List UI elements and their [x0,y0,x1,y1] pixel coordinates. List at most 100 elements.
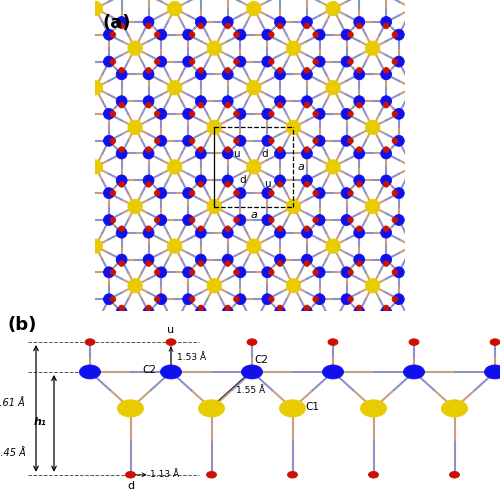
Circle shape [104,29,115,40]
Circle shape [118,400,144,417]
Circle shape [146,305,152,311]
Text: a: a [250,211,258,220]
Circle shape [348,190,354,196]
Text: h₂=3.61 Å: h₂=3.61 Å [0,398,25,409]
Circle shape [384,23,389,29]
Circle shape [302,227,312,238]
Circle shape [104,136,115,146]
Circle shape [104,108,115,119]
Circle shape [268,190,274,196]
Circle shape [182,214,194,225]
Circle shape [356,147,362,152]
Circle shape [110,32,116,37]
Circle shape [146,68,152,73]
Circle shape [116,227,127,238]
Circle shape [314,214,325,225]
Circle shape [313,217,318,223]
Circle shape [450,471,460,478]
Circle shape [146,181,152,187]
Circle shape [394,188,404,199]
Circle shape [182,188,194,199]
Circle shape [274,254,285,265]
Circle shape [104,214,115,225]
Circle shape [225,261,230,266]
Circle shape [348,111,354,117]
Circle shape [277,23,283,29]
Circle shape [490,339,500,346]
Circle shape [268,32,274,37]
Circle shape [409,339,419,346]
Circle shape [262,56,273,67]
Circle shape [182,56,194,67]
Circle shape [143,148,154,159]
Circle shape [262,136,273,146]
Text: u: u [168,325,174,335]
Circle shape [196,254,206,265]
Circle shape [366,199,380,213]
Circle shape [234,138,239,143]
Text: u: u [234,149,240,159]
Circle shape [302,254,312,265]
Circle shape [392,296,398,302]
Circle shape [366,279,380,293]
Circle shape [198,226,203,232]
Circle shape [392,59,398,65]
Text: d: d [240,175,246,185]
Circle shape [234,296,239,302]
Circle shape [304,181,310,187]
Circle shape [274,17,285,28]
Circle shape [384,68,389,73]
Text: h₁=1.45 Å: h₁=1.45 Å [0,448,26,458]
Circle shape [80,365,100,379]
Circle shape [222,307,233,317]
Circle shape [235,214,246,225]
Circle shape [268,111,274,117]
Circle shape [277,305,283,311]
Circle shape [198,147,203,152]
Text: (a): (a) [102,14,131,32]
Circle shape [116,175,127,186]
Circle shape [356,226,362,232]
Circle shape [190,190,195,196]
Circle shape [116,17,127,28]
Circle shape [235,136,246,146]
Circle shape [286,41,300,55]
Circle shape [182,108,194,119]
Circle shape [313,296,318,302]
Circle shape [277,103,283,108]
Circle shape [225,68,230,73]
Circle shape [198,305,203,311]
Circle shape [277,181,283,187]
Circle shape [313,59,318,65]
Circle shape [394,29,404,40]
Circle shape [88,239,102,253]
Circle shape [116,96,127,106]
Circle shape [225,226,230,232]
Circle shape [119,305,124,311]
Circle shape [341,56,352,67]
Circle shape [304,226,310,232]
Circle shape [116,69,127,80]
Circle shape [235,29,246,40]
Circle shape [304,23,310,29]
Circle shape [143,17,154,28]
Circle shape [314,136,325,146]
Circle shape [168,239,182,253]
Circle shape [154,59,160,65]
Circle shape [304,103,310,108]
Circle shape [146,261,152,266]
Circle shape [348,59,354,65]
Circle shape [196,17,206,28]
Circle shape [110,217,116,223]
Circle shape [354,307,364,317]
Circle shape [314,29,325,40]
Circle shape [235,56,246,67]
Circle shape [104,294,115,305]
Circle shape [116,148,127,159]
Circle shape [235,294,246,305]
Circle shape [354,148,364,159]
Circle shape [128,199,142,213]
Circle shape [196,227,206,238]
Circle shape [198,181,203,187]
Circle shape [119,181,124,187]
